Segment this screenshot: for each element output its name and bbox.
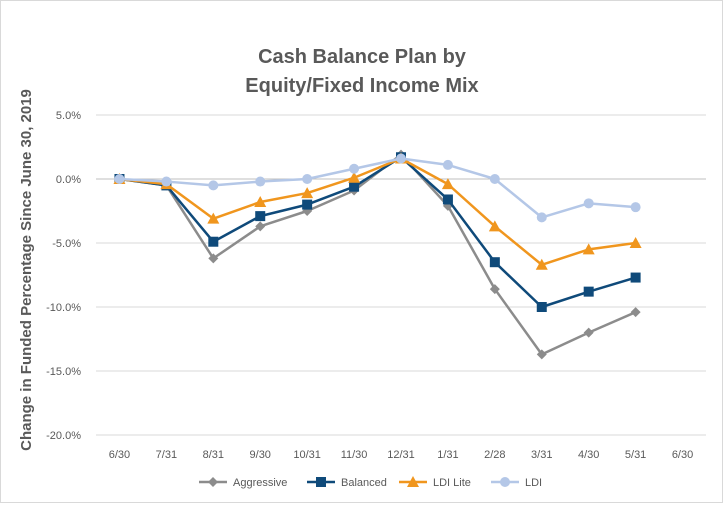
x-tick-label: 4/30 [578,449,599,461]
y-tick-label: 5.0% [56,110,81,122]
data-point-ldi [255,176,266,187]
data-point-ldi-lite [582,243,595,255]
series-layer [113,149,642,360]
data-point-ldi [442,159,453,170]
data-point-ldi-lite [254,196,267,208]
x-tick-label: 11/30 [341,449,368,461]
data-point-aggressive [630,307,641,318]
data-point-balanced [489,257,500,268]
legend: Aggressive Balanced LDI Lite LDI [199,476,542,489]
data-point-ldi-lite [348,171,361,183]
legend-label: LDI [525,477,542,489]
data-point-ldi-lite [488,220,501,232]
data-point-ldi [489,174,500,184]
y-axis-label: Change in Funded Percentage Since June 3… [18,89,35,451]
y-tick-label: -20.0% [46,430,81,442]
data-point-ldi [630,202,641,213]
data-point-ldi [208,180,219,191]
data-point-ldi [583,198,594,209]
x-tick-label: 1/31 [437,449,458,461]
data-point-balanced [630,272,641,283]
series-balanced [114,152,641,312]
data-point-ldi [396,153,406,164]
y-tick-label: 0.0% [56,174,81,186]
legend-label: Balanced [341,477,387,489]
data-point-ldi [349,163,360,174]
x-tick-label: 5/31 [625,449,646,461]
x-tick-label: 12/31 [387,449,415,461]
y-tick-label: -15.0% [46,366,81,378]
legend-item-aggressive: Aggressive [199,477,287,489]
data-point-ldi [114,174,125,184]
series-line-balanced [119,155,636,309]
data-point-ldi [536,212,547,223]
y-tick-label: -10.0% [46,302,81,314]
legend-label: Aggressive [233,477,287,489]
x-tick-label: 10/31 [293,449,321,461]
x-tick-label: 7/31 [156,449,177,461]
data-point-ldi [302,174,313,184]
data-point-ldi-lite [207,212,220,224]
legend-marker [500,477,510,487]
data-point-ldi [161,176,172,187]
y-tick-label: -5.0% [52,238,81,250]
data-point-aggressive [583,327,594,338]
data-point-ldi-lite [535,258,548,270]
gridlines [96,114,706,436]
legend-item-ldi-lite: LDI Lite [399,476,471,489]
data-point-balanced [536,302,547,312]
series-line-ldi-lite [119,157,636,267]
x-tick-label: 2/28 [484,449,505,461]
x-tick-label: 6/30 [672,449,693,461]
data-point-ldi-lite [629,237,642,248]
legend-marker [208,477,218,487]
chart-title-line2: Equity/Fixed Income Mix [245,75,478,97]
data-point-balanced [583,286,594,297]
data-point-aggressive [489,284,500,295]
y-tick-labels: 5.0% 0.0% -5.0% -10.0% -15.0% -20.0% [46,110,81,442]
legend-item-balanced: Balanced [307,477,387,489]
legend-item-ldi: LDI [491,477,542,489]
data-point-balanced [442,194,453,205]
legend-marker [316,477,326,487]
data-point-ldi-lite [301,187,314,199]
data-point-aggressive [536,349,547,360]
data-point-aggressive [255,221,266,232]
x-tick-label: 6/30 [109,449,130,461]
series-line-ldi [119,157,636,219]
x-tick-label: 9/30 [250,449,271,461]
data-point-ldi-lite [441,178,454,190]
data-point-balanced [255,211,266,222]
x-tick-label: 8/31 [203,449,224,461]
legend-marker [407,476,419,487]
series-aggressive [114,149,641,360]
x-tick-labels: 6/30 7/31 8/31 9/30 10/31 11/30 12/31 1/31 2/28 3… [109,449,693,461]
data-point-balanced [208,236,219,247]
data-point-balanced [349,181,360,192]
data-point-aggressive [208,253,219,264]
chart-title-line1: Cash Balance Plan by [258,46,467,68]
data-point-balanced [302,199,313,210]
x-tick-label: 3/31 [531,449,552,461]
series-ldi [114,153,641,223]
legend-label: LDI Lite [433,477,471,489]
